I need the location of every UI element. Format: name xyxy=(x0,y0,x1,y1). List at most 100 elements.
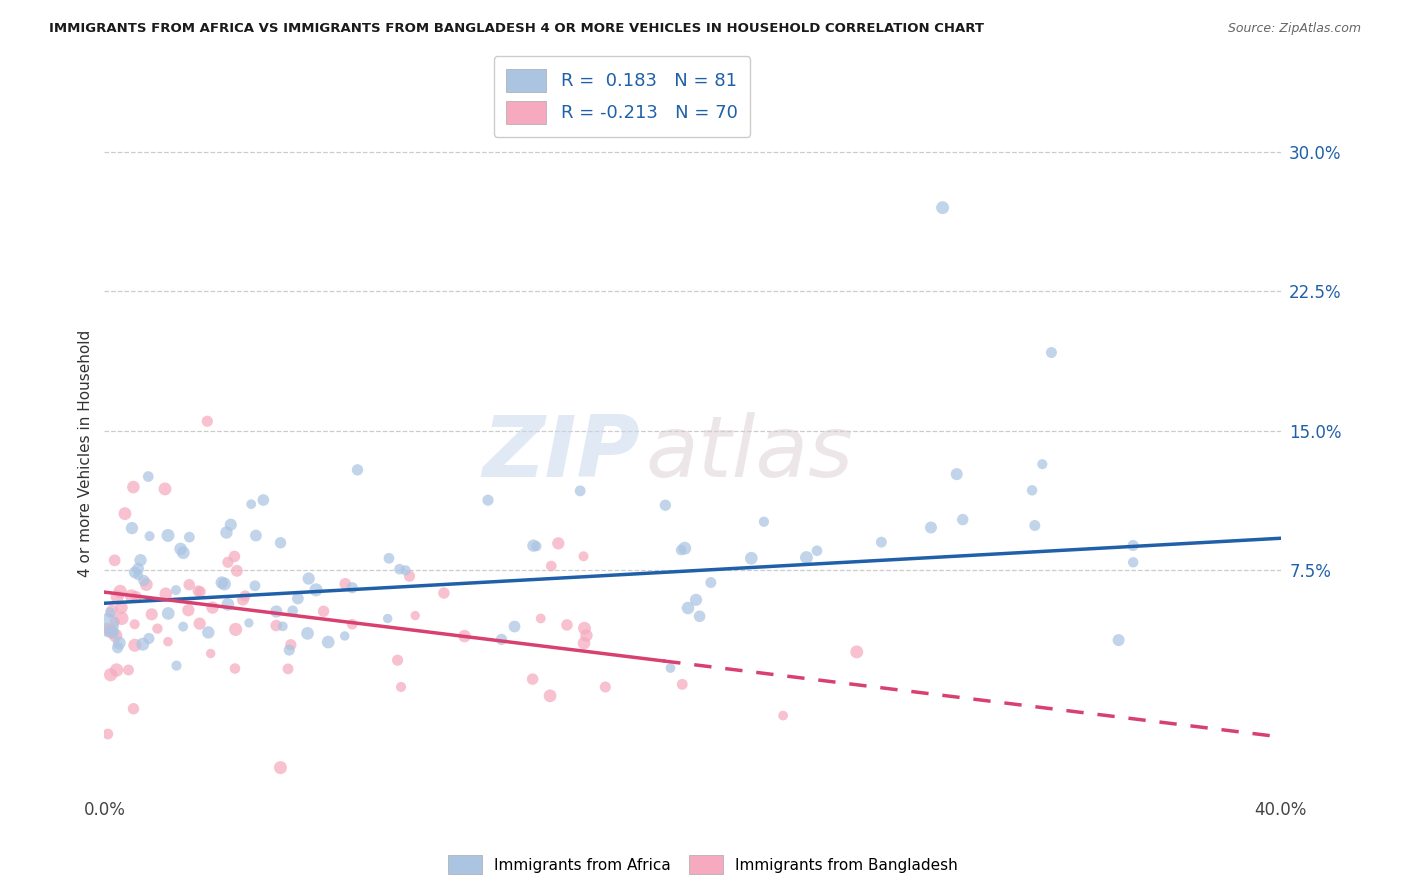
Point xyxy=(225,564,247,578)
Point xyxy=(127,568,149,582)
Point xyxy=(572,549,595,564)
Point xyxy=(806,543,828,558)
Point xyxy=(740,551,762,566)
Point xyxy=(179,530,201,544)
Point xyxy=(530,611,553,625)
Point xyxy=(271,619,294,633)
Point xyxy=(555,618,578,632)
Point xyxy=(569,483,592,498)
Point xyxy=(389,680,412,694)
Point xyxy=(1021,483,1043,498)
Point xyxy=(111,611,134,625)
Point xyxy=(685,592,707,607)
Point xyxy=(398,569,420,583)
Point xyxy=(547,536,569,550)
Point xyxy=(155,587,177,601)
Point xyxy=(195,414,218,428)
Point xyxy=(96,622,118,636)
Point xyxy=(1031,457,1053,471)
Text: IMMIGRANTS FROM AFRICA VS IMMIGRANTS FROM BANGLADESH 4 OR MORE VEHICLES IN HOUSE: IMMIGRANTS FROM AFRICA VS IMMIGRANTS FRO… xyxy=(49,22,984,36)
Point xyxy=(101,604,124,618)
Point xyxy=(676,601,699,615)
Point xyxy=(931,201,953,215)
Point xyxy=(270,535,292,549)
Point xyxy=(110,600,132,615)
Point xyxy=(169,541,191,556)
Point xyxy=(280,638,302,652)
Point xyxy=(538,689,561,703)
Point xyxy=(659,661,682,675)
Point xyxy=(211,575,233,590)
Point xyxy=(277,662,299,676)
Point xyxy=(217,597,239,611)
Point xyxy=(124,617,146,632)
Point xyxy=(132,637,155,651)
Point xyxy=(197,625,219,640)
Point xyxy=(572,636,595,650)
Point xyxy=(595,680,617,694)
Point xyxy=(166,658,188,673)
Point xyxy=(700,575,723,590)
Point xyxy=(342,617,364,632)
Point xyxy=(752,515,775,529)
Point xyxy=(120,589,142,603)
Point xyxy=(316,635,339,649)
Point xyxy=(179,577,201,591)
Point xyxy=(346,463,368,477)
Point xyxy=(796,550,818,565)
Point xyxy=(225,623,247,637)
Point xyxy=(138,529,160,543)
Point xyxy=(153,482,176,496)
Legend: Immigrants from Africa, Immigrants from Bangladesh: Immigrants from Africa, Immigrants from … xyxy=(441,849,965,880)
Point xyxy=(526,539,548,553)
Legend: R =  0.183   N = 81, R = -0.213   N = 70: R = 0.183 N = 81, R = -0.213 N = 70 xyxy=(494,56,751,136)
Point xyxy=(214,577,236,591)
Point xyxy=(104,615,127,629)
Point xyxy=(278,643,301,657)
Point xyxy=(297,626,319,640)
Point xyxy=(245,528,267,542)
Point xyxy=(117,663,139,677)
Point xyxy=(264,618,287,632)
Point xyxy=(100,667,122,681)
Point xyxy=(378,551,401,566)
Point xyxy=(96,618,118,632)
Point xyxy=(124,566,146,580)
Point xyxy=(945,467,967,482)
Point xyxy=(377,611,399,625)
Point xyxy=(215,525,238,540)
Point xyxy=(98,606,121,620)
Point xyxy=(127,562,149,576)
Point xyxy=(252,493,274,508)
Point xyxy=(138,632,160,646)
Point xyxy=(772,708,794,723)
Point xyxy=(172,620,194,634)
Point xyxy=(125,590,148,604)
Point xyxy=(100,624,122,639)
Point xyxy=(281,604,304,618)
Text: Source: ZipAtlas.com: Source: ZipAtlas.com xyxy=(1227,22,1361,36)
Point xyxy=(104,553,127,567)
Point xyxy=(335,576,357,591)
Point xyxy=(269,761,291,775)
Point xyxy=(240,497,263,511)
Point xyxy=(388,562,411,576)
Point xyxy=(107,640,129,655)
Point xyxy=(105,663,128,677)
Point xyxy=(114,507,136,521)
Point xyxy=(540,559,562,574)
Point xyxy=(97,727,120,741)
Point xyxy=(1040,345,1063,359)
Point xyxy=(200,647,222,661)
Point xyxy=(224,549,246,564)
Point xyxy=(522,539,544,553)
Point xyxy=(146,622,169,636)
Point xyxy=(477,493,499,508)
Point xyxy=(217,555,239,569)
Point xyxy=(266,605,288,619)
Point xyxy=(298,572,321,586)
Point xyxy=(673,541,696,556)
Point xyxy=(342,581,364,595)
Point xyxy=(233,589,256,603)
Point xyxy=(122,480,145,494)
